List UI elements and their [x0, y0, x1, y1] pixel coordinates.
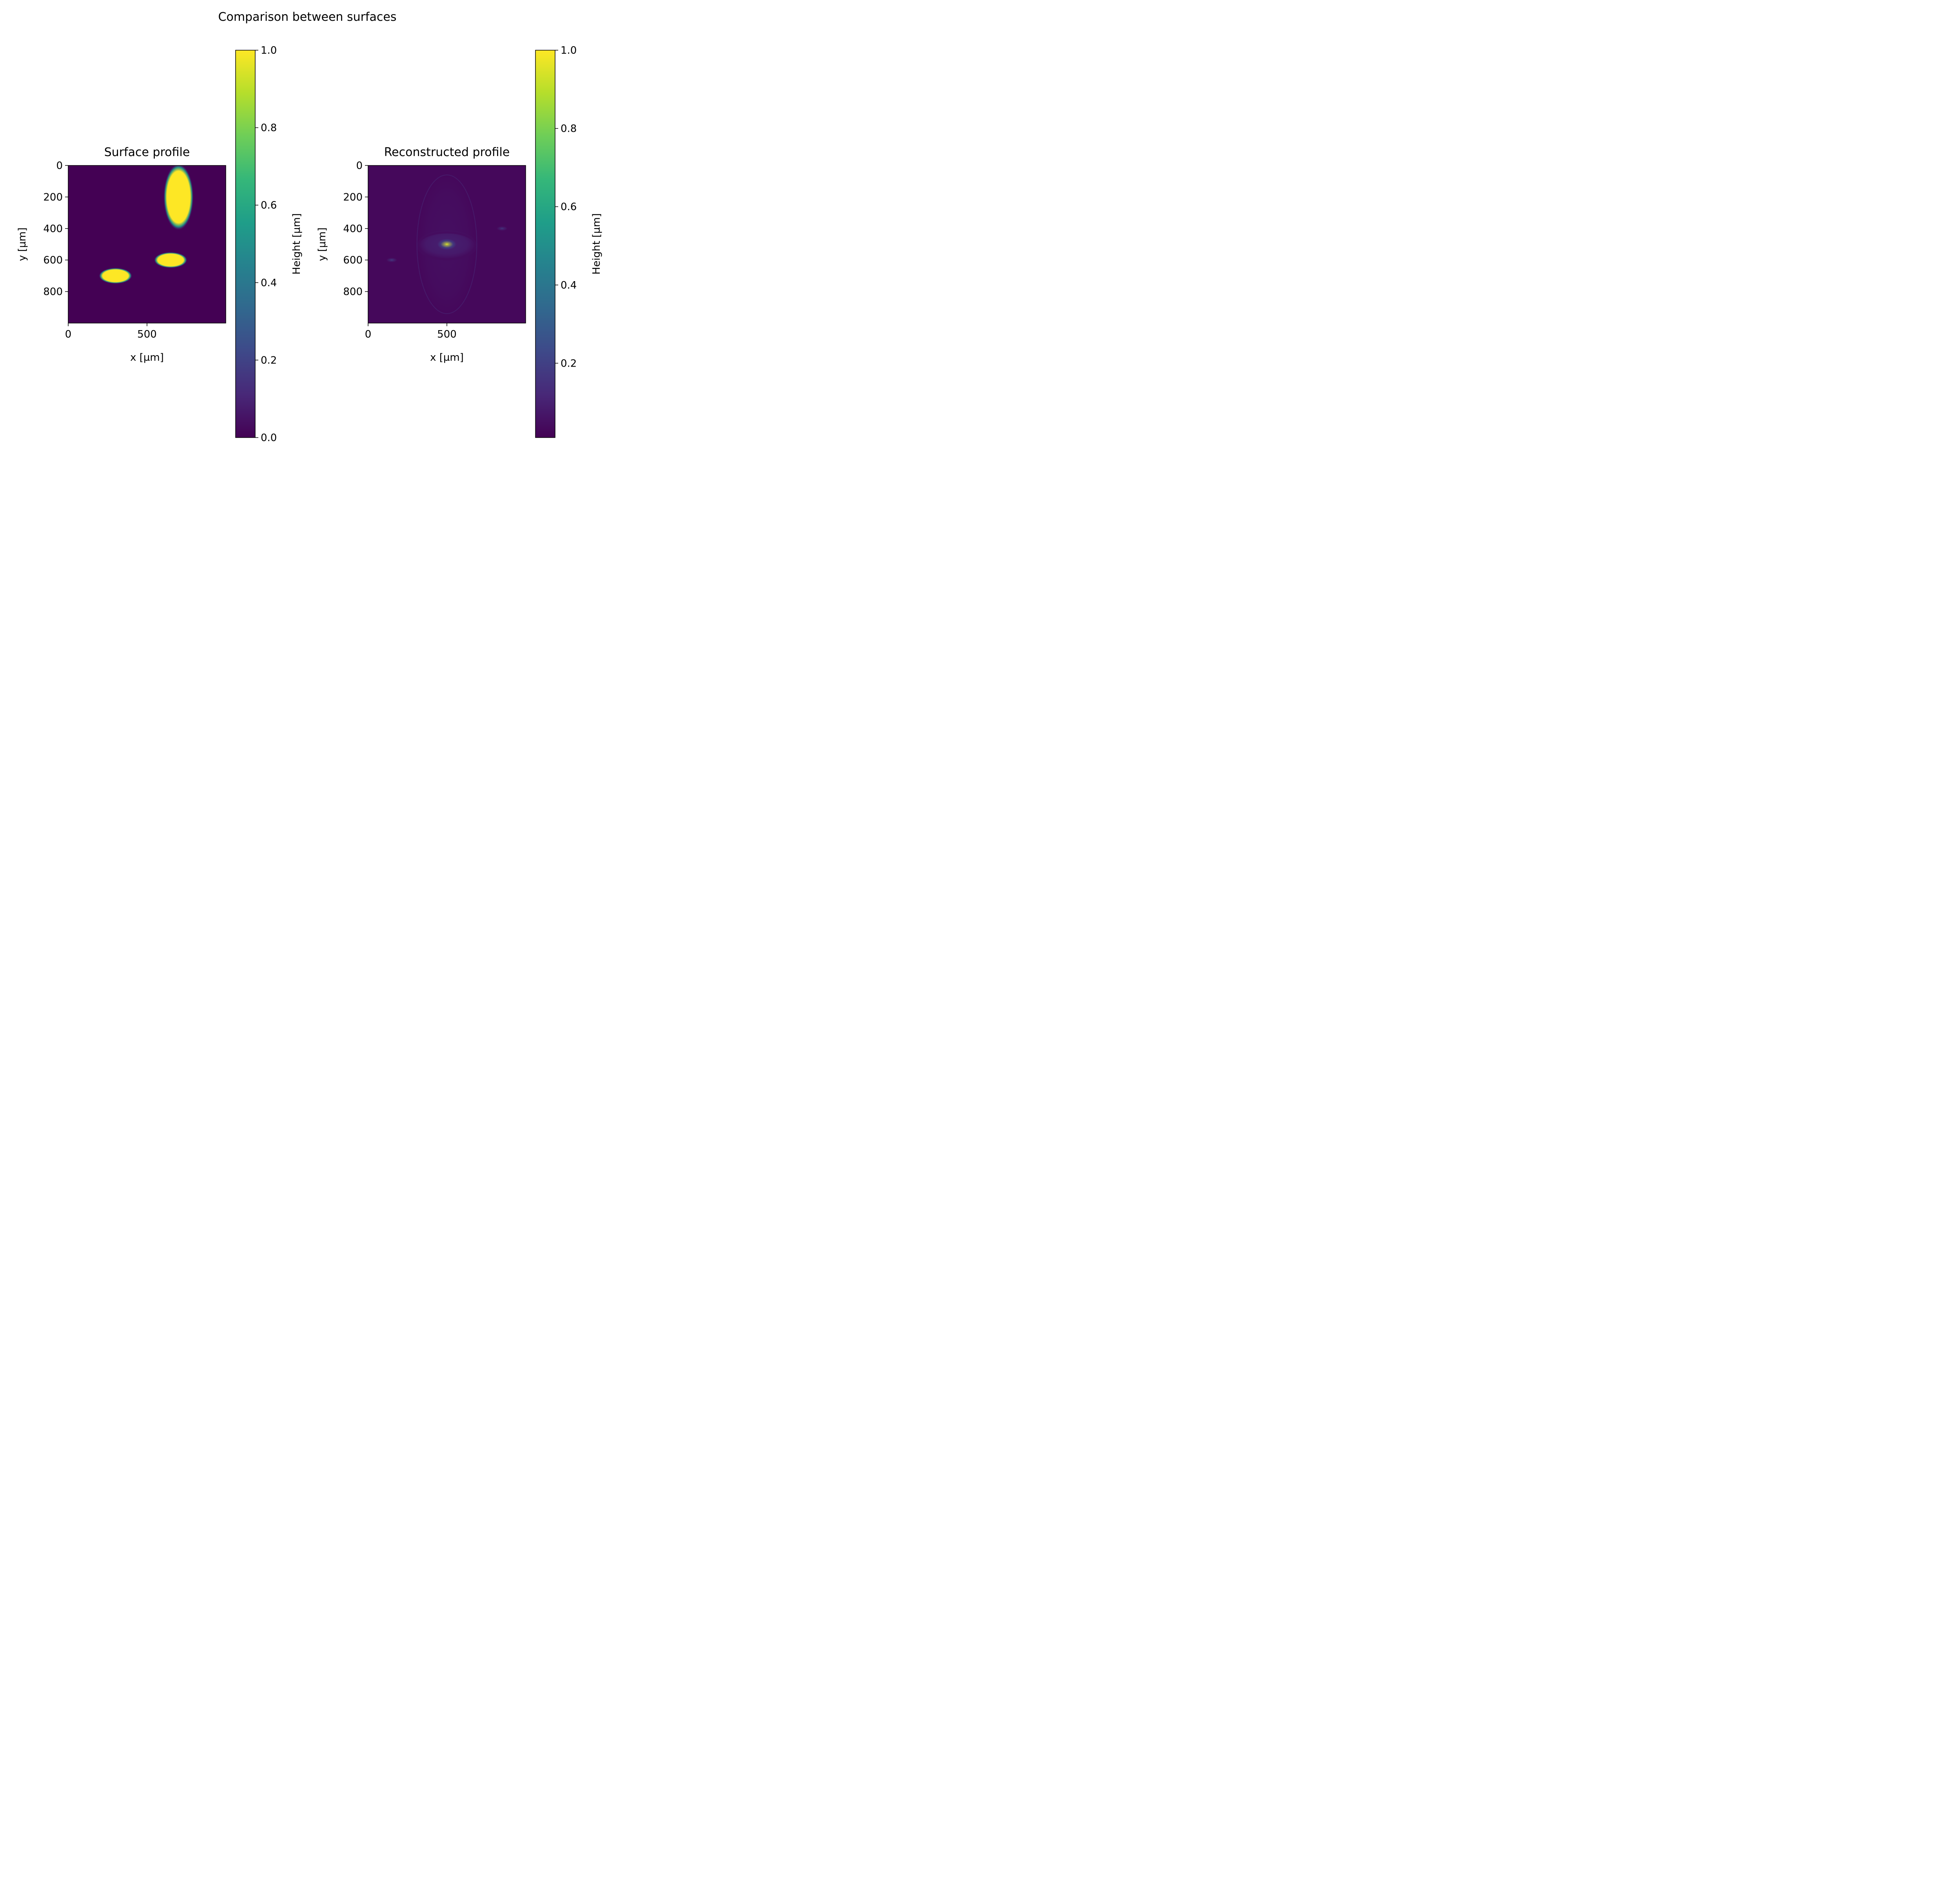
- heatmap-background: [68, 165, 226, 323]
- heatmap-feature: [163, 165, 194, 230]
- y-tick-label: 400: [43, 223, 63, 235]
- heatmap-image: [68, 165, 226, 323]
- heatmap-peak: [386, 258, 397, 263]
- y-tick-label: 200: [343, 191, 363, 203]
- colorbar-tick-label: 0.4: [261, 277, 277, 289]
- y-tick-label: 400: [343, 223, 363, 235]
- heatmap-image: [368, 165, 526, 323]
- heatmap-peak: [496, 226, 508, 231]
- colorbar-tick-label: 0.6: [261, 200, 277, 211]
- heatmap-feature: [99, 268, 132, 284]
- colorbar-tick-label: 1.0: [261, 45, 277, 56]
- heatmap-peak: [441, 241, 453, 248]
- colorbar-tick-label: 1.0: [561, 45, 577, 56]
- colorbar-label: Height [µm]: [291, 213, 303, 274]
- y-tick-label: 0: [356, 160, 363, 172]
- colorbar-tick-label: 0.4: [561, 280, 577, 291]
- colorbar-label: Height [µm]: [591, 213, 603, 274]
- panel-title: Reconstructed profile: [384, 145, 510, 159]
- y-tick-label: 800: [43, 286, 63, 298]
- y-tick-label: 0: [56, 160, 63, 172]
- heatmap-ring: [417, 231, 477, 260]
- y-axis-label: y [µm]: [16, 227, 28, 261]
- colorbar-tick-label: 0.2: [261, 354, 277, 366]
- colorbar-tick-label: 0.2: [561, 358, 577, 369]
- heatmap-feature: [154, 252, 187, 268]
- figure-suptitle: Comparison between surfaces: [218, 10, 397, 24]
- x-tick-label: 0: [65, 329, 72, 340]
- x-axis-label: x [µm]: [430, 352, 464, 363]
- y-axis-label: y [µm]: [316, 227, 328, 261]
- heatmap-ring: [416, 174, 477, 314]
- colorbar: [535, 50, 555, 438]
- y-tick-label: 800: [343, 286, 363, 298]
- colorbar-tick-label: 0.8: [261, 122, 277, 134]
- figure: Comparison between surfaces 0 500 0 200 400 6…: [0, 0, 615, 458]
- y-tick-label: 600: [43, 254, 63, 266]
- x-tick-label: 0: [365, 329, 372, 340]
- x-axis-label: x [µm]: [130, 352, 164, 363]
- colorbar: [235, 50, 256, 438]
- panel-title: Surface profile: [104, 145, 190, 159]
- x-tick-label: 500: [137, 329, 157, 340]
- colorbar-tick-label: 0.8: [561, 123, 577, 135]
- colorbar-tick-label: 0.6: [561, 201, 577, 213]
- colorbar-tick-label: 0.0: [261, 432, 277, 444]
- x-tick-label: 500: [437, 329, 457, 340]
- y-tick-label: 200: [43, 191, 63, 203]
- y-tick-label: 600: [343, 254, 363, 266]
